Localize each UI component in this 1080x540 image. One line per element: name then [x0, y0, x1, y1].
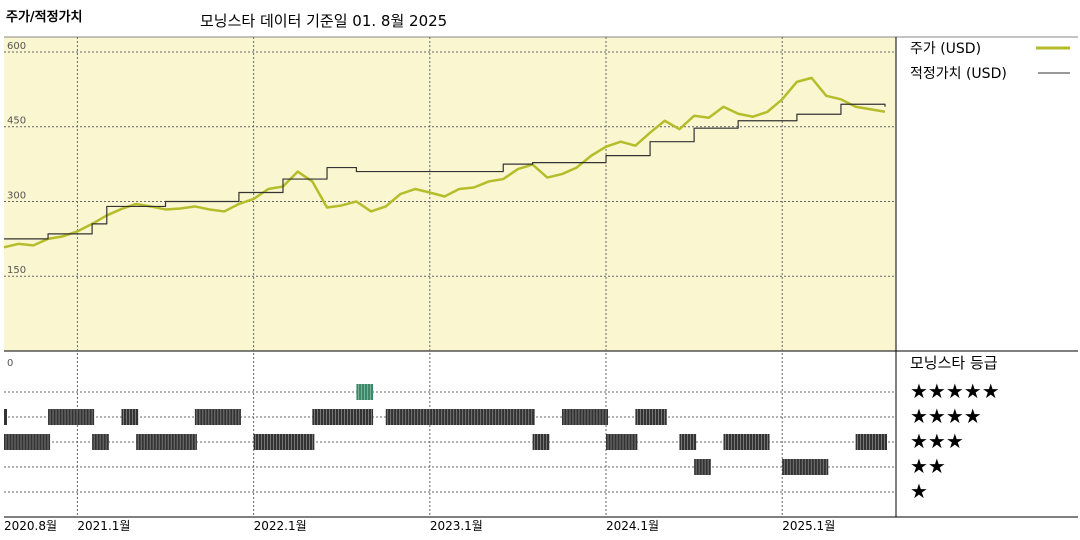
- y-tick-label: 0: [7, 358, 13, 369]
- rating-bars: [4, 384, 887, 475]
- rating-5-stars: ★★★★★: [910, 379, 1000, 403]
- legend-label-fair-value: 적정가치 (USD): [910, 66, 1007, 82]
- rating-bar: [253, 434, 315, 450]
- x-tick-label: 2024.1월: [606, 519, 659, 533]
- y-tick-label: 600: [7, 41, 26, 52]
- rating-bar: [635, 409, 667, 425]
- data-date-label: 모닝스타 데이터 기준일 01. 8월 2025: [200, 12, 448, 30]
- rating-bar: [782, 459, 829, 475]
- rating-bar: [121, 409, 139, 425]
- rating-bar: [92, 434, 109, 450]
- rating-bar: [694, 459, 711, 475]
- rating-1-star: ★: [910, 479, 928, 503]
- rating-bar: [385, 409, 535, 425]
- rating-bar: [679, 434, 697, 450]
- rating-bar: [532, 434, 550, 450]
- fair-value-series-line: [4, 103, 886, 240]
- rating-2-stars: ★★: [910, 454, 946, 478]
- rating-bar: [356, 384, 374, 400]
- rating-bar: [4, 409, 7, 425]
- chart-title: 주가/적정가치: [6, 10, 83, 25]
- rating-bar: [4, 434, 51, 450]
- y-tick-label: 150: [7, 265, 26, 276]
- rating-bar: [48, 409, 95, 425]
- rating-bar: [194, 409, 241, 425]
- series-lines: [3, 76, 886, 249]
- x-tick-label: 2021.1월: [77, 519, 130, 533]
- rating-legend-title: 모닝스타 등급: [910, 354, 998, 372]
- x-tick-label: 2025.1월: [782, 519, 835, 533]
- rating-bar: [606, 434, 638, 450]
- x-axis-ticks: 2020.8월 2021.1월 2022.1월 2023.1월 2024.1월 2025.…: [4, 519, 835, 533]
- legend-label-price: 주가 (USD): [910, 41, 981, 57]
- rating-bar: [855, 434, 887, 450]
- rating-bar: [723, 434, 770, 450]
- grid-lines: [4, 37, 896, 517]
- y-axis-ticks: 600 450 300 150 0: [7, 41, 26, 369]
- rating-bar: [136, 434, 197, 450]
- x-tick-label: 2020.8월: [4, 519, 57, 533]
- rating-bar: [312, 409, 374, 425]
- x-tick-label: 2022.1월: [254, 519, 307, 533]
- y-tick-label: 300: [7, 190, 26, 201]
- rating-3-stars: ★★★: [910, 429, 964, 453]
- rating-4-stars: ★★★★: [910, 404, 982, 428]
- y-tick-label: 450: [7, 116, 26, 127]
- rating-bar: [561, 409, 609, 425]
- x-tick-label: 2023.1월: [430, 519, 483, 533]
